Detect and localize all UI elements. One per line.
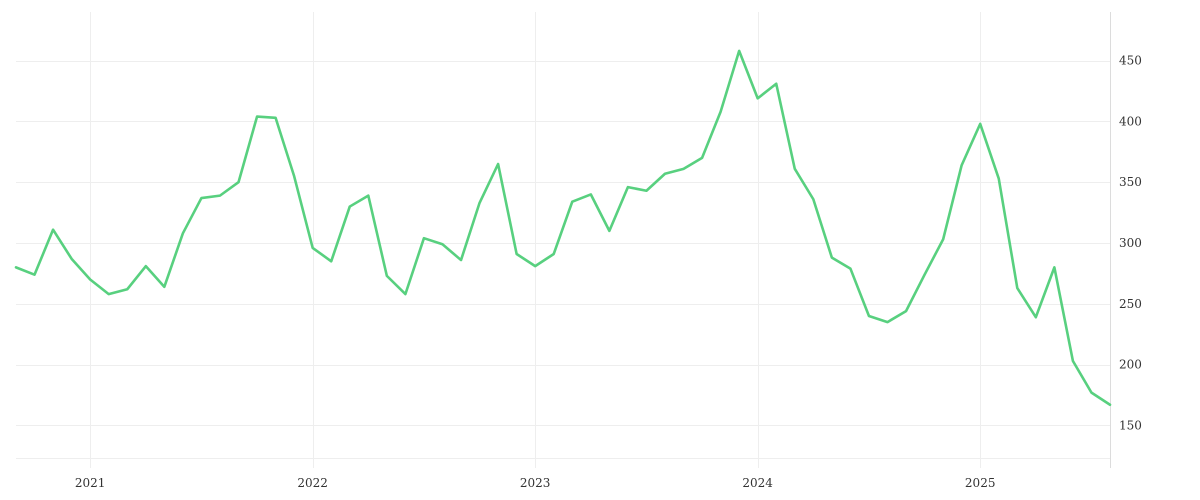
series-layer xyxy=(14,49,1112,407)
x-tick-labels: 2021 2022 2023 2024 2025 xyxy=(75,476,996,490)
y-tick-label: 450 xyxy=(1119,54,1142,68)
y-tick-label: 350 xyxy=(1119,175,1142,189)
x-tick-label: 2024 xyxy=(742,476,773,490)
x-tick-label: 2025 xyxy=(965,476,996,490)
series-line xyxy=(14,49,1112,407)
vertical-gridlines xyxy=(90,12,981,468)
y-tick-labels: 150 200 250 300 350 400 450 xyxy=(1119,54,1142,433)
x-tick-label: 2021 xyxy=(75,476,106,490)
y-tick-label: 400 xyxy=(1119,114,1142,128)
y-tick-label: 250 xyxy=(1119,297,1142,311)
horizontal-gridlines xyxy=(16,61,1110,459)
y-tick-label: 150 xyxy=(1119,418,1142,432)
y-tick-label: 200 xyxy=(1119,358,1142,372)
y-tick-label: 300 xyxy=(1119,236,1142,250)
x-tick-label: 2023 xyxy=(520,476,551,490)
x-tick-label: 2022 xyxy=(297,476,328,490)
